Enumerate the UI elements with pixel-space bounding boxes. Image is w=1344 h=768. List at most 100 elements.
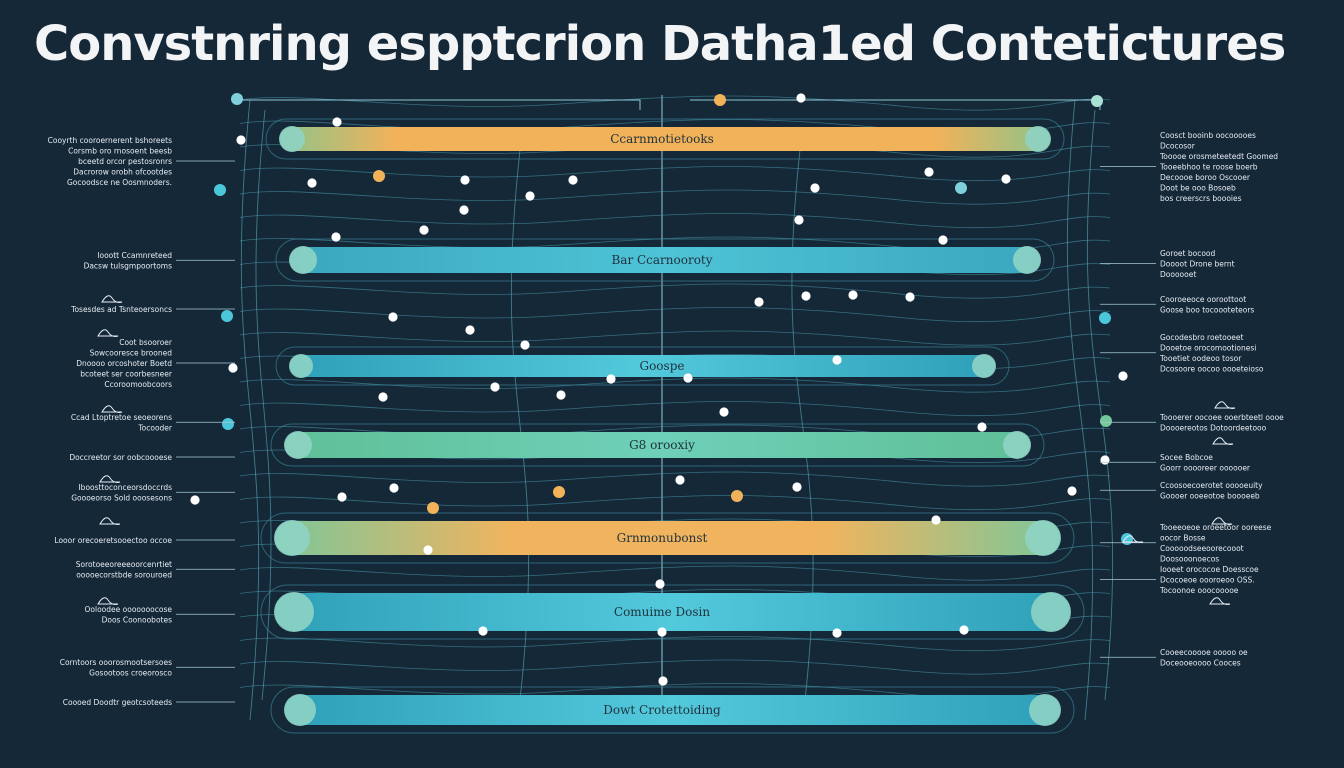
note-icon <box>1211 517 1233 525</box>
node-dot <box>228 363 238 373</box>
lane-body <box>290 355 995 377</box>
lane-body <box>285 695 1060 725</box>
note-icon <box>1214 401 1236 409</box>
node-dot <box>236 135 246 145</box>
node-dot <box>373 170 385 182</box>
note-icon <box>99 475 121 483</box>
node-dot <box>388 312 398 322</box>
node-dot <box>337 492 347 502</box>
right-annotation: Cooeecooooe ooooo oe Doceooeoooo Cooces <box>1100 648 1248 668</box>
annotation-line: bceetd orcor pestosronrs <box>78 157 172 166</box>
note-icon <box>101 295 123 303</box>
note-icon <box>97 597 119 605</box>
lane-label: Bar Ccarnooroty <box>611 253 712 267</box>
lane-cap-left <box>289 354 313 378</box>
lane-cap-right <box>1031 592 1071 632</box>
annotation-line: Cooyrth cooroernerent bshoreets <box>48 136 172 145</box>
top-frame-left <box>238 99 641 110</box>
lane-halo <box>275 238 1055 282</box>
lane-label: Ccarnmotietooks <box>610 132 714 146</box>
right-annotation: Cooroeeoce ooroottoot Goose boo tocoootet… <box>1100 295 1254 315</box>
mesh-wire <box>239 471 1111 487</box>
lane-bar: Bar Ccarnooroty <box>275 238 1055 282</box>
node-dot <box>1091 95 1103 107</box>
annotation-line: Doooot Drone bernt <box>1160 260 1235 269</box>
annotation-line: Iooeet orococoe Doesscoe <box>1160 565 1259 574</box>
left-annotation: Tosesdes ad Tsnteoersoncs <box>70 305 235 314</box>
annotation-line: Goroet bocood <box>1160 249 1215 258</box>
annotation-line: Tooetiet oodeoo tosor <box>1159 354 1242 363</box>
lane-label: Goospe <box>640 359 685 373</box>
node-dot <box>427 502 439 514</box>
annotation-line: Cooroeeoce ooroottoot <box>1160 295 1246 304</box>
mesh-wire <box>239 636 1111 652</box>
node-dot <box>556 390 566 400</box>
node-dot <box>977 422 987 432</box>
left-annotation: Ooloodee ooooooocose Doos Coonoobotes <box>85 605 235 625</box>
annotation-line: Tosesdes ad Tsnteoersoncs <box>70 305 172 314</box>
node-dot <box>792 482 802 492</box>
lane-cap-left <box>284 694 316 726</box>
node-dot <box>568 175 578 185</box>
lane-cap-left <box>274 592 314 632</box>
annotation-line: Ccad Ltoptretoe seoeorens <box>71 413 172 422</box>
lane-label: Grnmonubonst <box>617 531 708 545</box>
annotation-line: Dooetoe orocomootionesi <box>1160 344 1256 353</box>
node-dot <box>938 235 948 245</box>
mesh-wire <box>239 166 1111 182</box>
node-dot <box>794 215 804 225</box>
lane-body <box>275 593 1070 631</box>
annotation-line: Coosct booinb oocooooes <box>1160 131 1256 140</box>
left-annotation: Looor orecoeretsooectoo occoe <box>54 536 235 545</box>
annotation-line: Gosootoos croeorosco <box>89 669 172 678</box>
node-dot <box>1100 415 1112 427</box>
lane-bar: Grnmonubonst <box>260 512 1075 564</box>
node-dot <box>1100 455 1110 465</box>
annotation-line: bcoteet ser coorbesneer <box>80 370 173 379</box>
lane-bar: Goospe <box>275 346 1010 386</box>
node-dot <box>955 182 967 194</box>
node-dot <box>832 628 842 638</box>
lane-label: Comuime Dosin <box>614 605 710 619</box>
node-dot <box>222 418 234 430</box>
lane-label: Dowt Crotettoiding <box>603 703 721 717</box>
left-annotation: Iooott Ccamnreteed Dacsw tulsgmpoortoms <box>84 251 235 271</box>
annotation-line: Gocoodsce ne Oosmnoders. <box>67 178 172 187</box>
node-dot <box>905 292 915 302</box>
annotation-line: Tocooder <box>137 424 173 433</box>
node-dot <box>658 676 668 686</box>
lane-halo <box>270 686 1075 734</box>
top-frame-right <box>690 99 1101 110</box>
left-annotation: Coooed Doodtr geotcsoteeds <box>63 698 235 707</box>
right-annotation: Ccoosoecoerotet ooooeuity Goooer ooeeotoe… <box>1100 481 1263 501</box>
annotation-line: Ccoroomoobcoors <box>104 380 172 389</box>
annotation-line: Doos Coonoobotes <box>102 616 172 625</box>
node-dot <box>959 625 969 635</box>
node-dot <box>423 545 433 555</box>
annotation-line: Socee Bobcoe <box>1160 453 1213 462</box>
annotation-line: Dcosoore oocoo oooeteioso <box>1160 365 1264 374</box>
annotation-line: Sorotoeeoreeeoorcenrtiet <box>76 560 172 569</box>
mesh-wire <box>239 659 1111 675</box>
right-annotation: Toooerer oocoee ooerbteetl oooe Doooereot… <box>1100 413 1284 433</box>
lane-label: G8 orooxiy <box>629 438 695 452</box>
lane-body <box>275 521 1060 555</box>
node-dot <box>655 579 665 589</box>
mesh-wire <box>239 95 1111 111</box>
right-annotation: Gocodesbro roetooeet Dooetoe orocomootion… <box>1100 333 1264 374</box>
node-dot <box>378 392 388 402</box>
annotation-line: Toooerer oocoee ooerbteetl oooe <box>1159 413 1284 422</box>
left-annotation: Cooyrth cooroernerent bshoreets Corsmb or… <box>48 136 235 187</box>
lane-cap-right <box>1025 126 1051 152</box>
left-annotation: Sorotoeeoreeeoorcenrtiet ooooecorstbde so… <box>76 560 235 580</box>
annotation-line: Tooeebhoo te roose boerb <box>1159 163 1258 172</box>
lane-cap-left <box>274 520 310 556</box>
annotation-line: Decoooe boroo Oscooer <box>1160 173 1251 182</box>
lane-bars: Ccarnmotietooks Bar Ccarnooroty Goospe G8 o… <box>260 118 1085 734</box>
lane-cap-right <box>1003 431 1031 459</box>
lane-body <box>285 432 1030 458</box>
annotation-line: oocor Bosse <box>1160 534 1206 543</box>
annotation-line: Dcocosor <box>1160 142 1196 151</box>
annotation-line: Goooeorso Sold ooosesons <box>71 494 172 503</box>
